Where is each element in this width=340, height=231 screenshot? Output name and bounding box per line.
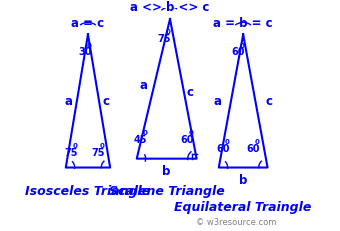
Text: 0: 0 (73, 143, 78, 149)
Text: a = c: a = c (71, 17, 104, 30)
Text: 0: 0 (86, 43, 91, 49)
Text: Scalene Triangle: Scalene Triangle (109, 185, 224, 198)
Text: a: a (214, 94, 222, 107)
Text: c: c (186, 86, 193, 99)
Text: a: a (139, 79, 148, 92)
Text: 0: 0 (166, 29, 171, 35)
Text: 60: 60 (217, 144, 230, 154)
Text: 0: 0 (142, 130, 147, 136)
Text: © w3resource.com: © w3resource.com (196, 218, 276, 227)
Text: c: c (102, 94, 109, 107)
Text: b: b (239, 174, 248, 187)
Text: 0: 0 (255, 139, 259, 145)
Text: 60: 60 (246, 144, 260, 154)
Text: 0: 0 (225, 139, 230, 145)
Text: a <> b <> c: a <> b <> c (130, 1, 210, 14)
Text: b: b (163, 165, 171, 179)
Text: a = b = c: a = b = c (214, 17, 273, 30)
Text: 60: 60 (181, 135, 194, 145)
Text: 30: 30 (78, 47, 91, 57)
Text: Isosceles Triangle: Isosceles Triangle (26, 185, 151, 198)
Text: Equilateral Traingle: Equilateral Traingle (174, 201, 312, 214)
Text: 75: 75 (91, 148, 105, 158)
Text: 60: 60 (232, 47, 245, 57)
Text: 0: 0 (189, 130, 194, 136)
Text: 45: 45 (134, 135, 148, 145)
Text: 75: 75 (65, 148, 78, 158)
Text: a: a (64, 94, 72, 107)
Text: c: c (265, 94, 272, 107)
Text: 75: 75 (158, 34, 171, 44)
Text: 0: 0 (240, 43, 245, 49)
Text: 0: 0 (100, 143, 104, 149)
